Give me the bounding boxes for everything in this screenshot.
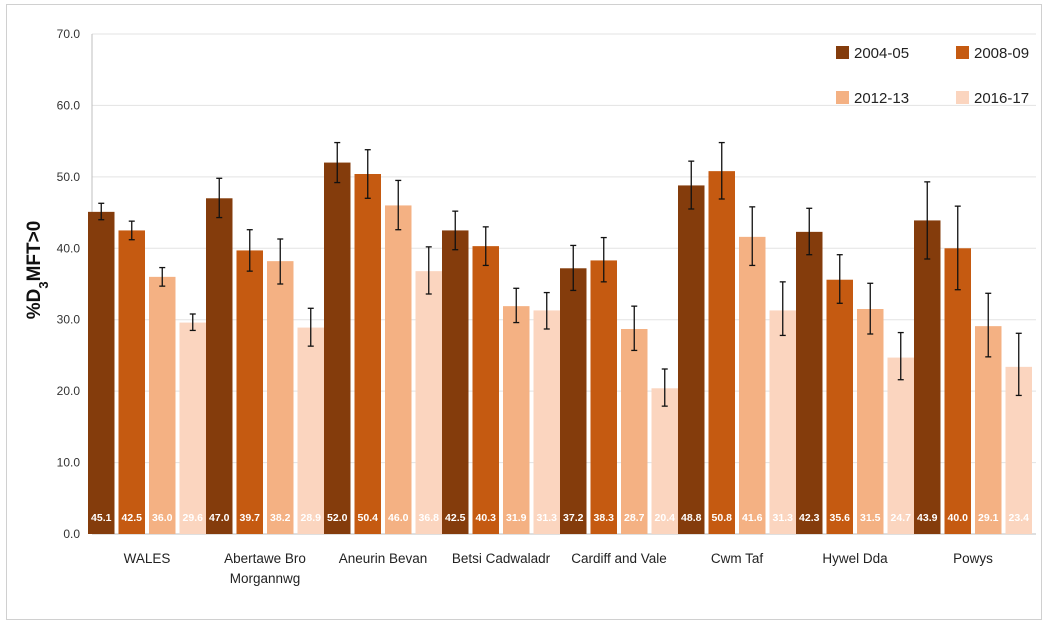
data-label: 37.2 <box>563 512 584 524</box>
data-label: 41.6 <box>742 512 763 524</box>
data-label: 47.0 <box>209 512 230 524</box>
bar <box>385 205 412 534</box>
bar <box>914 220 941 534</box>
bar <box>975 326 1002 534</box>
bar <box>708 171 735 534</box>
data-label: 43.9 <box>917 512 938 524</box>
data-label: 40.3 <box>476 512 497 524</box>
bar <box>533 310 560 534</box>
data-label: 45.1 <box>91 512 112 524</box>
legend-swatch <box>836 46 849 59</box>
bar <box>442 230 469 534</box>
data-label: 42.5 <box>122 512 143 524</box>
data-label: 38.2 <box>270 512 291 524</box>
category-label: Betsi Cadwaladr <box>452 551 551 566</box>
bar <box>324 162 351 535</box>
legend-swatch <box>836 91 849 104</box>
bar <box>826 279 853 534</box>
legend-label: 2008-09 <box>974 45 1029 62</box>
y-tick-label: 70.0 <box>57 27 81 41</box>
bar <box>206 198 233 535</box>
y-tick-label: 20.0 <box>57 384 81 398</box>
category-label: Cwm Taf <box>711 551 764 566</box>
data-label: 36.0 <box>152 512 173 524</box>
data-label: 23.4 <box>1009 512 1030 524</box>
bar <box>651 388 678 534</box>
bar <box>297 327 324 534</box>
bar <box>739 236 766 534</box>
bar <box>621 329 648 534</box>
y-tick-label: 0.0 <box>63 527 80 541</box>
bar <box>944 248 971 535</box>
data-label: 46.0 <box>388 512 409 524</box>
bar <box>236 250 263 534</box>
bar <box>857 309 884 534</box>
legend: 2004-05 2008-09 2012-13 2016-17 <box>836 45 1029 107</box>
data-label: 31.5 <box>860 512 881 524</box>
bar <box>472 246 499 534</box>
data-label: 42.3 <box>799 512 820 524</box>
y-tick-label: 10.0 <box>57 456 81 470</box>
category-label: Abertawe Bro <box>224 551 306 566</box>
bar <box>118 230 145 534</box>
y-tick-label: 50.0 <box>57 170 81 184</box>
bar <box>590 260 617 534</box>
bar <box>149 276 176 534</box>
data-label: 48.8 <box>681 512 702 524</box>
legend-swatch <box>956 46 969 59</box>
y-tick-label: 30.0 <box>57 313 81 327</box>
data-label: 50.8 <box>712 512 733 524</box>
data-label: 29.1 <box>978 512 999 524</box>
data-label: 35.6 <box>830 512 851 524</box>
y-tick-label: 40.0 <box>57 241 81 255</box>
data-label: 42.5 <box>445 512 466 524</box>
data-label: 52.0 <box>327 512 348 524</box>
y-axis-label: %D3MFT>0 <box>24 221 51 320</box>
bar <box>267 261 294 534</box>
data-label: 31.3 <box>537 512 558 524</box>
bar <box>179 322 206 534</box>
data-label: 28.7 <box>624 512 645 524</box>
data-label: 31.9 <box>506 512 527 524</box>
category-label: Morgannwg <box>230 571 301 586</box>
bar <box>88 211 115 534</box>
y-tick-label: 60.0 <box>57 98 81 112</box>
data-label: 31.3 <box>773 512 794 524</box>
category-label: Aneurin Bevan <box>339 551 428 566</box>
legend-label: 2016-17 <box>974 90 1029 107</box>
bar <box>560 268 587 534</box>
category-label: Hywel Dda <box>822 551 888 566</box>
bar <box>887 357 914 534</box>
bar <box>678 185 705 534</box>
bar <box>769 310 796 534</box>
data-label: 28.9 <box>301 512 322 524</box>
data-label: 38.3 <box>594 512 615 524</box>
data-label: 20.4 <box>655 512 676 524</box>
bar <box>796 231 823 534</box>
legend-label: 2012-13 <box>854 90 909 107</box>
x-axis: WALES Abertawe Bro Morgannwg Aneurin Bevan B… <box>124 551 994 586</box>
data-label: 29.6 <box>183 512 204 524</box>
legend-swatch <box>956 91 969 104</box>
data-label: 36.8 <box>419 512 440 524</box>
category-label: Cardiff and Vale <box>571 551 667 566</box>
bars: 45.1 42.5 36.0 29.6 47.0 39.7 38.2 28.9 52.0 50.4… <box>88 141 1032 535</box>
bar <box>415 271 442 534</box>
data-label: 24.7 <box>891 512 912 524</box>
bar <box>503 306 530 534</box>
legend-label: 2004-05 <box>854 45 909 62</box>
category-label: Powys <box>953 551 993 566</box>
bar <box>354 174 381 534</box>
data-label: 39.7 <box>240 512 261 524</box>
data-label: 50.4 <box>358 512 379 524</box>
category-label: WALES <box>124 551 171 566</box>
data-label: 40.0 <box>948 512 969 524</box>
